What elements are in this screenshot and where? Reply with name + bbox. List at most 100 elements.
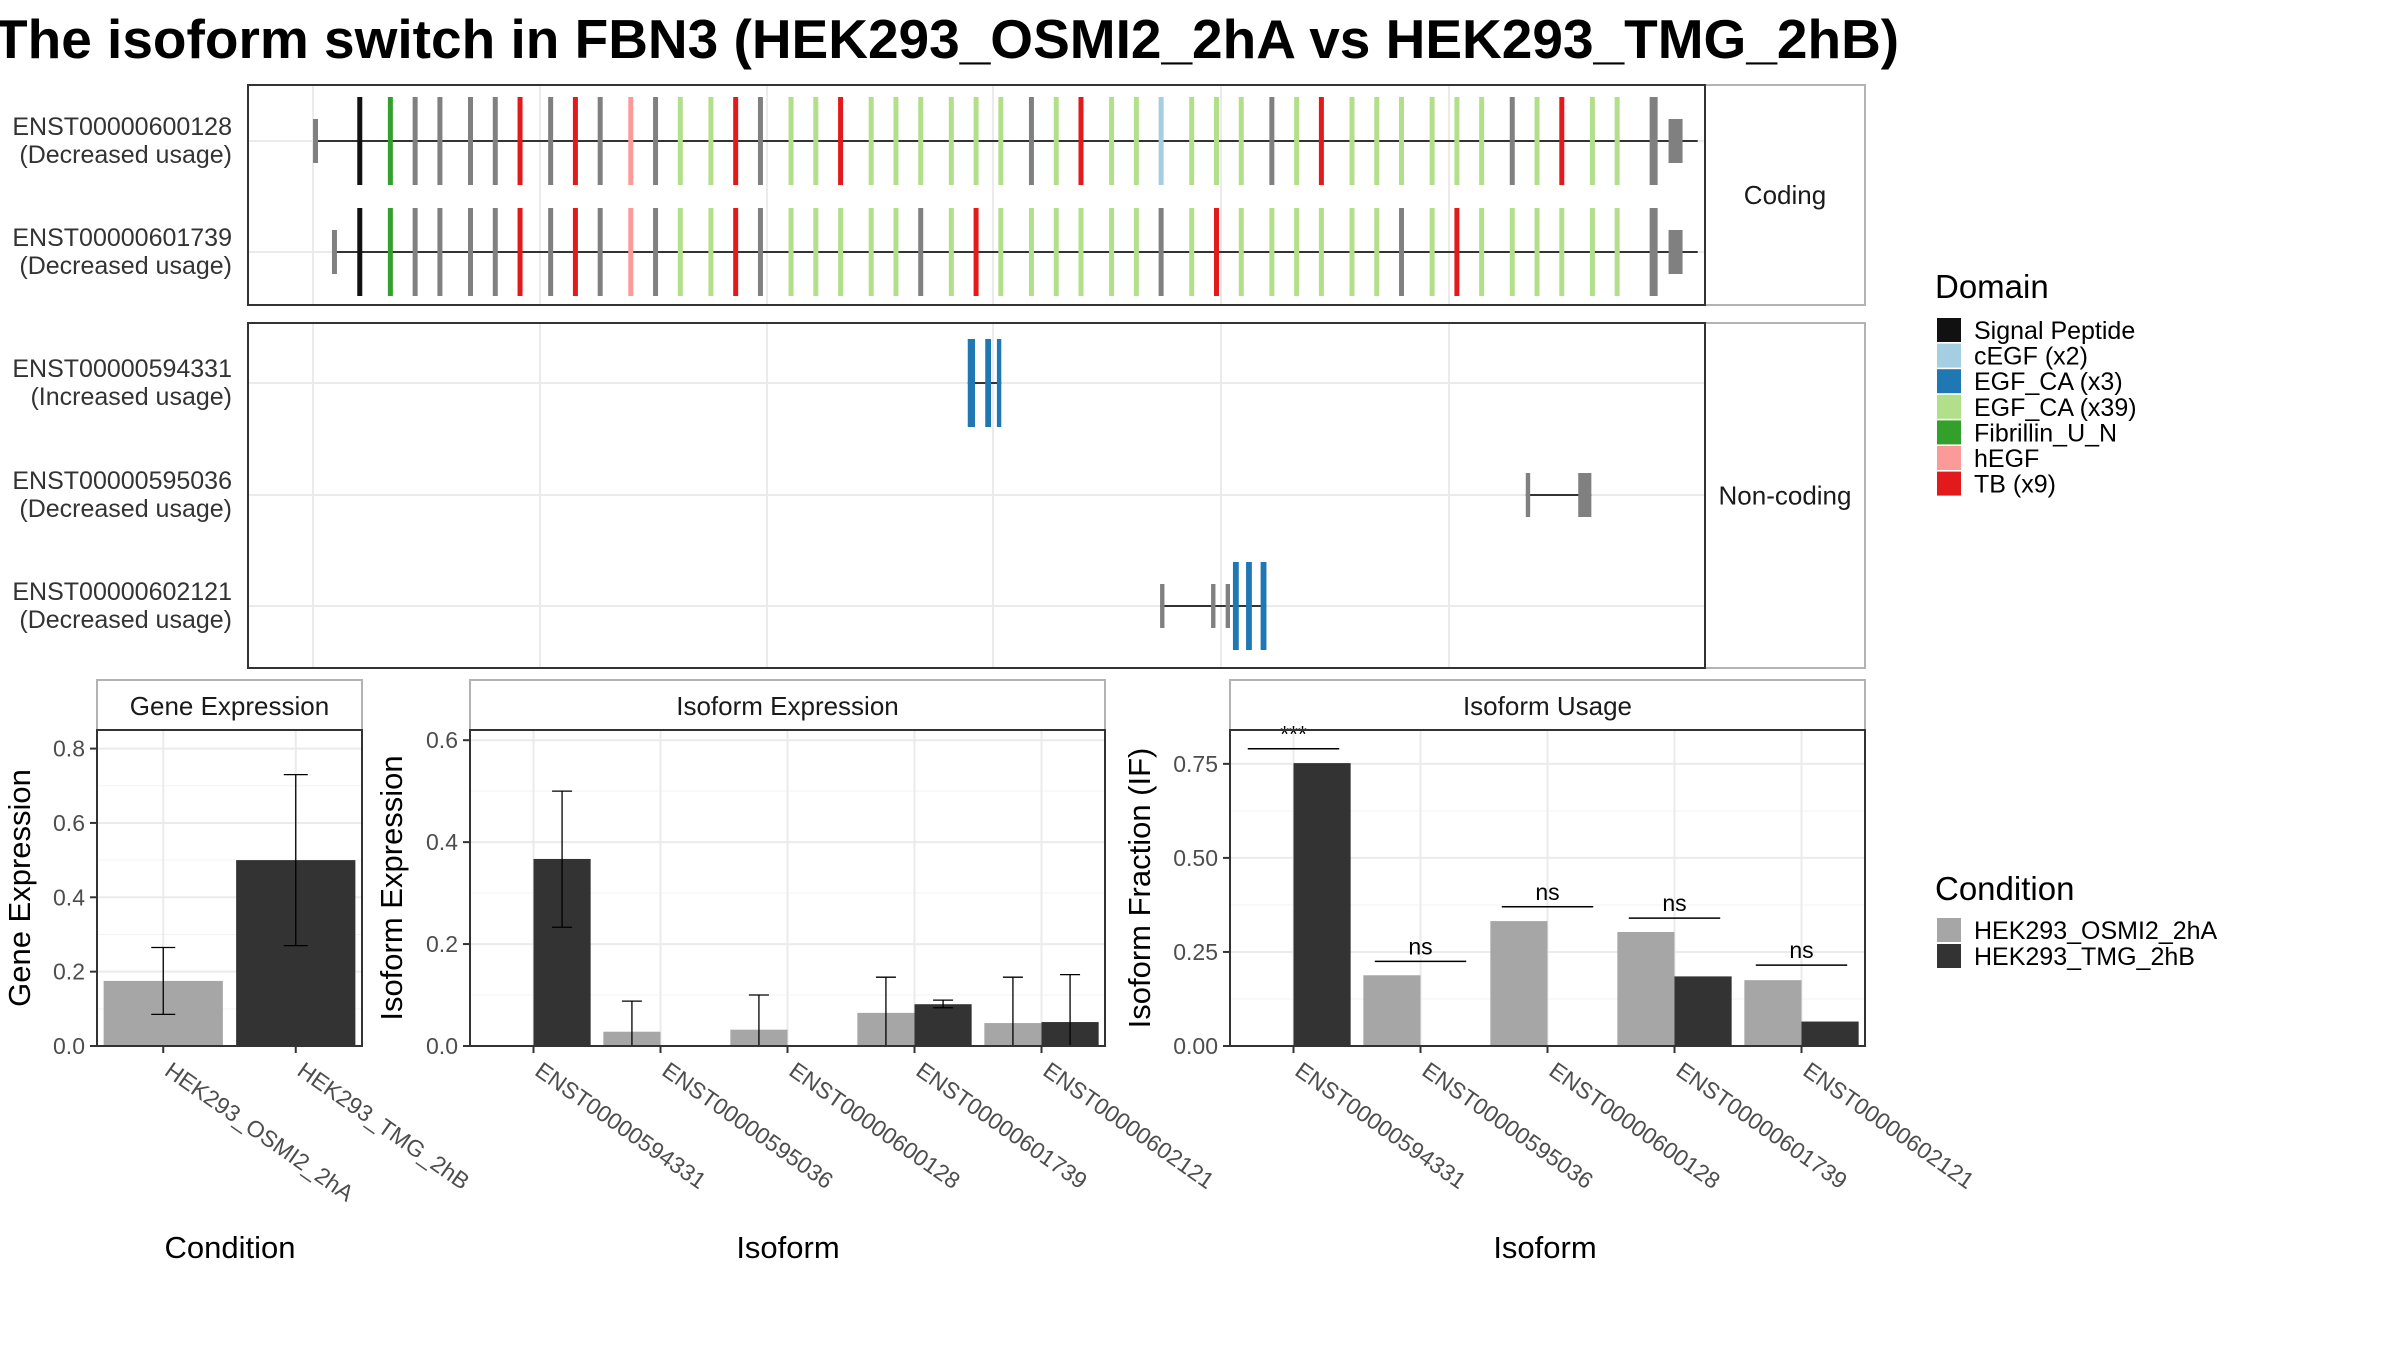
exon-domain: [757, 97, 763, 185]
exon-domain: [1614, 208, 1620, 296]
exon-domain: [918, 97, 924, 185]
exon-domain: [1559, 97, 1565, 185]
domain-legend-label: cEGF (x2): [1974, 343, 2088, 371]
y-tick-label: 0.4: [426, 829, 458, 855]
domain-legend-key: [1937, 446, 1961, 470]
exon-domain: [1189, 97, 1195, 185]
exon-domain: [1559, 208, 1565, 296]
strip-box: [1229, 679, 1866, 731]
transcript-usage: (Increased usage): [30, 383, 232, 411]
exon-domain: [1109, 97, 1115, 185]
exon-domain: [437, 208, 443, 296]
plot-border: [96, 729, 363, 1047]
exon-domain: [357, 97, 363, 185]
transcript-usage: (Decreased usage): [19, 495, 232, 523]
transcript-id: ENST00000602121: [12, 578, 232, 606]
y-tick-label: 0.25: [1173, 939, 1218, 965]
exon-domain: [628, 208, 634, 296]
significance-label: ns: [1408, 933, 1432, 959]
exon-domain: [572, 208, 578, 296]
exon-domain: [1053, 208, 1059, 296]
exon-domain: [733, 208, 739, 296]
exon-domain: [1133, 208, 1139, 296]
domain-legend-label: Signal Peptide: [1974, 317, 2135, 345]
exon-domain: [1399, 208, 1405, 296]
exon-domain: [868, 97, 874, 185]
exon-domain: [1454, 97, 1460, 185]
exon-domain: [1349, 97, 1355, 185]
chart-title: Gene Expression: [130, 691, 329, 721]
exon-domain: [1189, 208, 1195, 296]
exon-domain: [1238, 208, 1244, 296]
exon: [1649, 97, 1658, 185]
domain-legend-key: [1937, 471, 1961, 496]
exon-domain: [1534, 97, 1540, 185]
exon-domain: [893, 97, 899, 185]
exon: [1246, 562, 1252, 650]
y-tick-label: 0.50: [1173, 845, 1218, 871]
exon-domain: [1294, 208, 1300, 296]
domain-legend-key: [1937, 318, 1961, 342]
structure-panel-border: [247, 84, 1706, 306]
exon: [1211, 584, 1216, 628]
exon: [1668, 119, 1683, 163]
bar: [1801, 1021, 1859, 1046]
exon: [1160, 584, 1165, 628]
plot-border: [469, 729, 1106, 1047]
exon-domain: [492, 97, 498, 185]
exon-domain: [1589, 208, 1595, 296]
bar: [1293, 763, 1351, 1046]
transcript-id: ENST00000595036: [12, 467, 232, 495]
domain-legend-label: TB (x9): [1974, 471, 2056, 499]
exon-domain: [597, 97, 603, 185]
exon-domain: [813, 208, 819, 296]
exon-domain: [492, 208, 498, 296]
exon-domain: [1429, 97, 1435, 185]
condition-legend-title: Condition: [1935, 870, 2074, 907]
domain-legend-label: EGF_CA (x3): [1974, 368, 2123, 396]
bar: [1363, 975, 1421, 1046]
exon-domain: [1454, 208, 1460, 296]
y-tick-label: 0.0: [53, 1033, 85, 1059]
y-tick-label: 0.00: [1173, 1033, 1218, 1059]
exon: [1578, 473, 1592, 517]
exon-domain: [677, 97, 683, 185]
exon-domain: [813, 97, 819, 185]
isoform-usage-chart: Isoform Usage0.000.250.500.75ENST0000059…: [1122, 679, 1979, 1265]
exon-domain: [948, 97, 954, 185]
exon-domain: [708, 208, 714, 296]
bar: [914, 1004, 972, 1046]
x-axis-title: Isoform: [736, 1230, 839, 1265]
exon: [1225, 584, 1231, 628]
strip-box: [96, 679, 363, 731]
exon-domain: [468, 208, 474, 296]
exon: [1525, 473, 1531, 517]
exon: [996, 339, 1002, 427]
exon-domain: [973, 208, 979, 296]
exon-domain: [357, 208, 363, 296]
domain-legend-label: Fibrillin_U_N: [1974, 419, 2117, 447]
exon: [967, 339, 976, 427]
strip-label: Coding: [1744, 180, 1826, 210]
significance-label: ***: [1280, 721, 1307, 747]
plot-border: [1229, 729, 1866, 1047]
exon: [985, 339, 992, 427]
chart-title: Isoform Usage: [1463, 691, 1632, 721]
y-tick-label: 0.4: [53, 884, 85, 910]
exon-domain: [628, 97, 634, 185]
isoform-expression-chart: Isoform Expression0.00.20.40.6ENST000005…: [374, 679, 1219, 1265]
exon-domain: [868, 208, 874, 296]
exon-domain: [412, 208, 418, 296]
exon-domain: [1078, 97, 1084, 185]
exon-domain: [893, 208, 899, 296]
strip-label: Non-coding: [1719, 481, 1852, 511]
exon-domain: [838, 208, 844, 296]
exon-domain: [437, 97, 443, 185]
bar: [1674, 976, 1732, 1046]
exon-domain: [517, 208, 523, 296]
domain-legend-key: [1937, 369, 1961, 394]
exon-domain: [1269, 208, 1275, 296]
exon-domain: [1158, 208, 1164, 296]
exon-domain: [1318, 208, 1324, 296]
